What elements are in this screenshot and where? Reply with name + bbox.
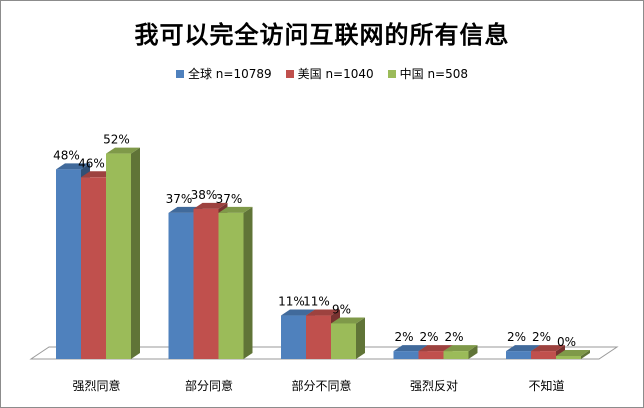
bar-side xyxy=(131,147,140,359)
bar-top xyxy=(393,345,428,352)
bar-top xyxy=(56,163,90,170)
data-label: 2% xyxy=(444,330,463,344)
chart-title: 我可以完全访问互联网的所有信息 xyxy=(134,21,510,49)
bar xyxy=(393,351,419,359)
legend-label-china: 中国 n=508 xyxy=(399,67,469,81)
category-label: 部分不同意 xyxy=(291,378,351,393)
bar-top xyxy=(418,345,453,352)
bar xyxy=(418,351,444,359)
legend-label-global: 全球 n=10789 xyxy=(187,67,272,81)
data-label: 52% xyxy=(103,133,130,147)
data-label: 11% xyxy=(303,295,330,309)
bar-top xyxy=(281,309,315,316)
bar xyxy=(168,212,194,359)
legend-item-usa: 美国 n=1040 xyxy=(285,65,374,82)
bar-top xyxy=(531,345,565,352)
data-label: 11% xyxy=(278,295,305,309)
data-label: 46% xyxy=(78,156,105,170)
bar-side xyxy=(356,317,365,359)
category-label: 强烈同意 xyxy=(72,378,120,393)
bar xyxy=(506,351,531,359)
bar-top xyxy=(556,350,590,356)
data-label: 0% xyxy=(557,335,576,349)
legend-label-usa: 美国 n=1040 xyxy=(297,67,374,81)
bar xyxy=(218,212,244,359)
data-label: 2% xyxy=(394,330,413,344)
data-label: 2% xyxy=(507,330,526,344)
legend-swatch-global xyxy=(175,69,184,78)
bar xyxy=(556,356,581,359)
category-label: 部分同意 xyxy=(185,378,233,393)
bar xyxy=(531,351,556,359)
bar-side xyxy=(468,345,478,359)
legend-item-china: 中国 n=508 xyxy=(387,65,469,82)
legend-swatch-china xyxy=(387,69,396,78)
data-label: 38% xyxy=(191,188,218,202)
data-label: 37% xyxy=(166,192,193,206)
category-label: 强烈反对 xyxy=(410,379,458,393)
bar-top xyxy=(331,317,365,324)
data-label: 2% xyxy=(532,330,551,344)
bar xyxy=(106,153,131,359)
bar xyxy=(81,177,106,359)
bar xyxy=(56,169,81,359)
category-label: 不知道 xyxy=(528,379,564,393)
bar xyxy=(281,315,306,359)
bar-top xyxy=(443,345,478,352)
legend-swatch-usa xyxy=(285,69,294,78)
bar-top xyxy=(306,309,340,316)
legend: 全球 n=10789 美国 n=1040 中国 n=508 xyxy=(1,65,643,82)
legend-item-global: 全球 n=10789 xyxy=(175,65,272,82)
bar xyxy=(331,323,356,359)
data-label: 9% xyxy=(332,302,351,316)
data-label: 37% xyxy=(216,192,243,206)
bar-top xyxy=(218,206,253,213)
bar-side xyxy=(581,350,590,359)
bar xyxy=(193,208,219,359)
bar-top xyxy=(106,147,140,154)
data-label: 2% xyxy=(419,330,438,344)
bar-top xyxy=(193,202,228,209)
bar xyxy=(443,351,469,359)
bar-top xyxy=(506,345,540,352)
bar xyxy=(306,315,331,359)
bar-side xyxy=(243,206,253,359)
data-label: 48% xyxy=(53,148,80,162)
